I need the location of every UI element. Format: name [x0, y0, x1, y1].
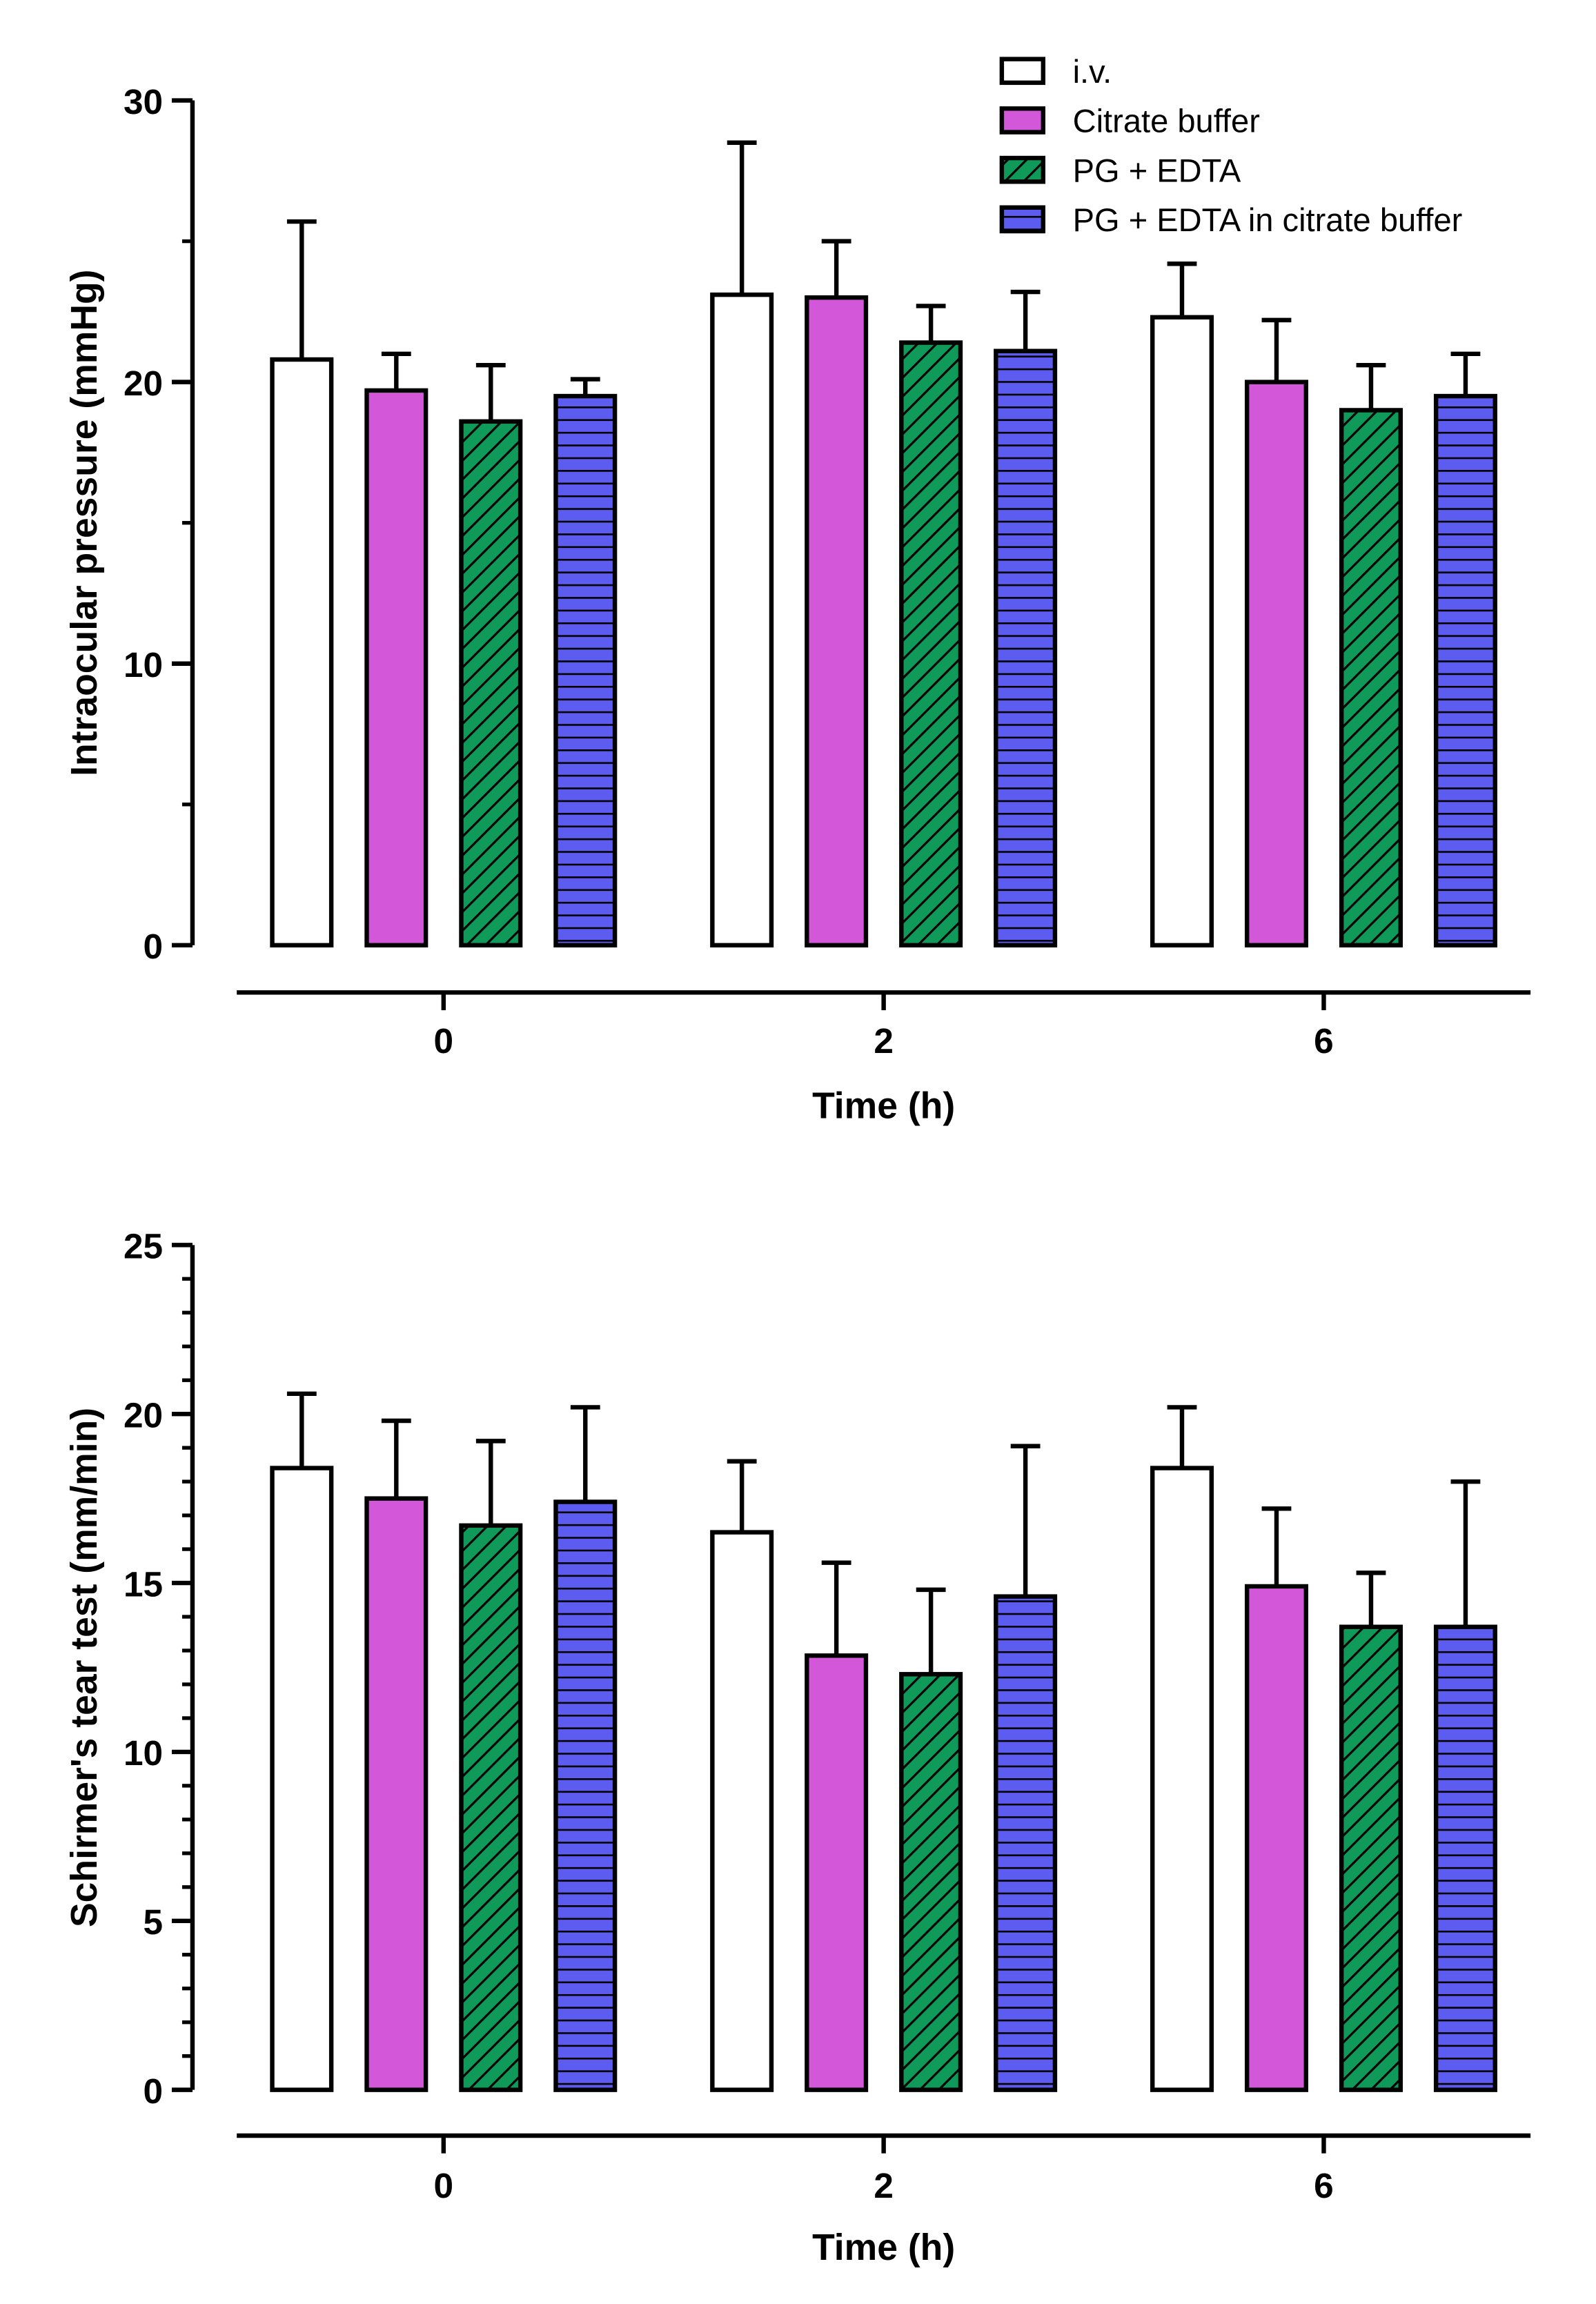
legend-label: Citrate buffer	[1073, 103, 1260, 139]
bar	[270, 357, 334, 948]
bar	[459, 1523, 523, 2092]
y-tick-label: 10	[124, 1733, 163, 1773]
y-tick-label: 20	[124, 1395, 163, 1435]
bar	[1339, 1624, 1403, 2092]
x-axis-title: Time (h)	[812, 1085, 955, 1126]
bar	[899, 340, 963, 948]
bar	[1150, 1466, 1214, 2092]
bar	[364, 1496, 428, 2092]
chart-schirmer-test: 0 5 10 15 20 25 Schirmer's tear test (mm/min) 0…	[64, 1227, 1531, 2268]
y-tick-label: 5	[144, 1902, 164, 1942]
bar	[553, 393, 618, 948]
bar	[553, 1499, 618, 2092]
x-tick-label: 0	[434, 1021, 454, 1061]
y-tick-label: 10	[124, 645, 163, 685]
legend: i.v. Citrate buffer PG + EDTA PG + EDTA in …	[999, 53, 1463, 238]
bar	[805, 295, 869, 948]
bar	[994, 348, 1058, 948]
x-axis-title: Time (h)	[812, 2227, 955, 2268]
bar	[1244, 1584, 1309, 2092]
x-tick-label: 0	[434, 2166, 454, 2205]
legend-label: i.v.	[1073, 53, 1112, 90]
x-tick-label: 6	[1314, 2166, 1334, 2205]
legend-swatch	[999, 155, 1046, 184]
chart-intraocular-pressure: 0 10 20 30 Intraocular pressure (mmHg) 0 2 6 Tim…	[64, 82, 1531, 1126]
y-axis-title: Intraocular pressure (mmHg)	[64, 270, 105, 776]
bar	[459, 419, 523, 948]
bar	[1433, 1624, 1497, 2092]
x-tick-label: 2	[874, 2166, 894, 2205]
bar	[1433, 393, 1497, 948]
bar	[1150, 315, 1214, 948]
bar	[899, 1672, 963, 2092]
y-tick-label: 0	[144, 927, 164, 966]
y-axis-title: Schirmer's tear test (mm/min)	[64, 1408, 105, 1927]
legend-label: PG + EDTA	[1073, 152, 1241, 188]
y-tick-label: 20	[124, 364, 163, 403]
y-tick-label: 30	[124, 82, 163, 121]
bar	[710, 1530, 774, 2092]
legend-swatch	[999, 205, 1046, 234]
x-tick-label: 6	[1314, 1021, 1334, 1061]
legend-swatch	[999, 57, 1046, 86]
bar	[1339, 408, 1403, 948]
bar	[270, 1466, 334, 2092]
bar	[805, 1653, 869, 2092]
bar	[710, 292, 774, 948]
bar	[994, 1594, 1058, 2092]
y-tick-label: 0	[144, 2071, 164, 2111]
y-tick-label: 15	[124, 1564, 163, 1604]
legend-label: PG + EDTA in citrate buffer	[1073, 201, 1463, 238]
bar	[364, 388, 428, 948]
bar	[1244, 380, 1309, 948]
x-tick-label: 2	[874, 1021, 894, 1061]
y-tick-label: 25	[124, 1227, 163, 1266]
legend-swatch	[999, 106, 1046, 135]
